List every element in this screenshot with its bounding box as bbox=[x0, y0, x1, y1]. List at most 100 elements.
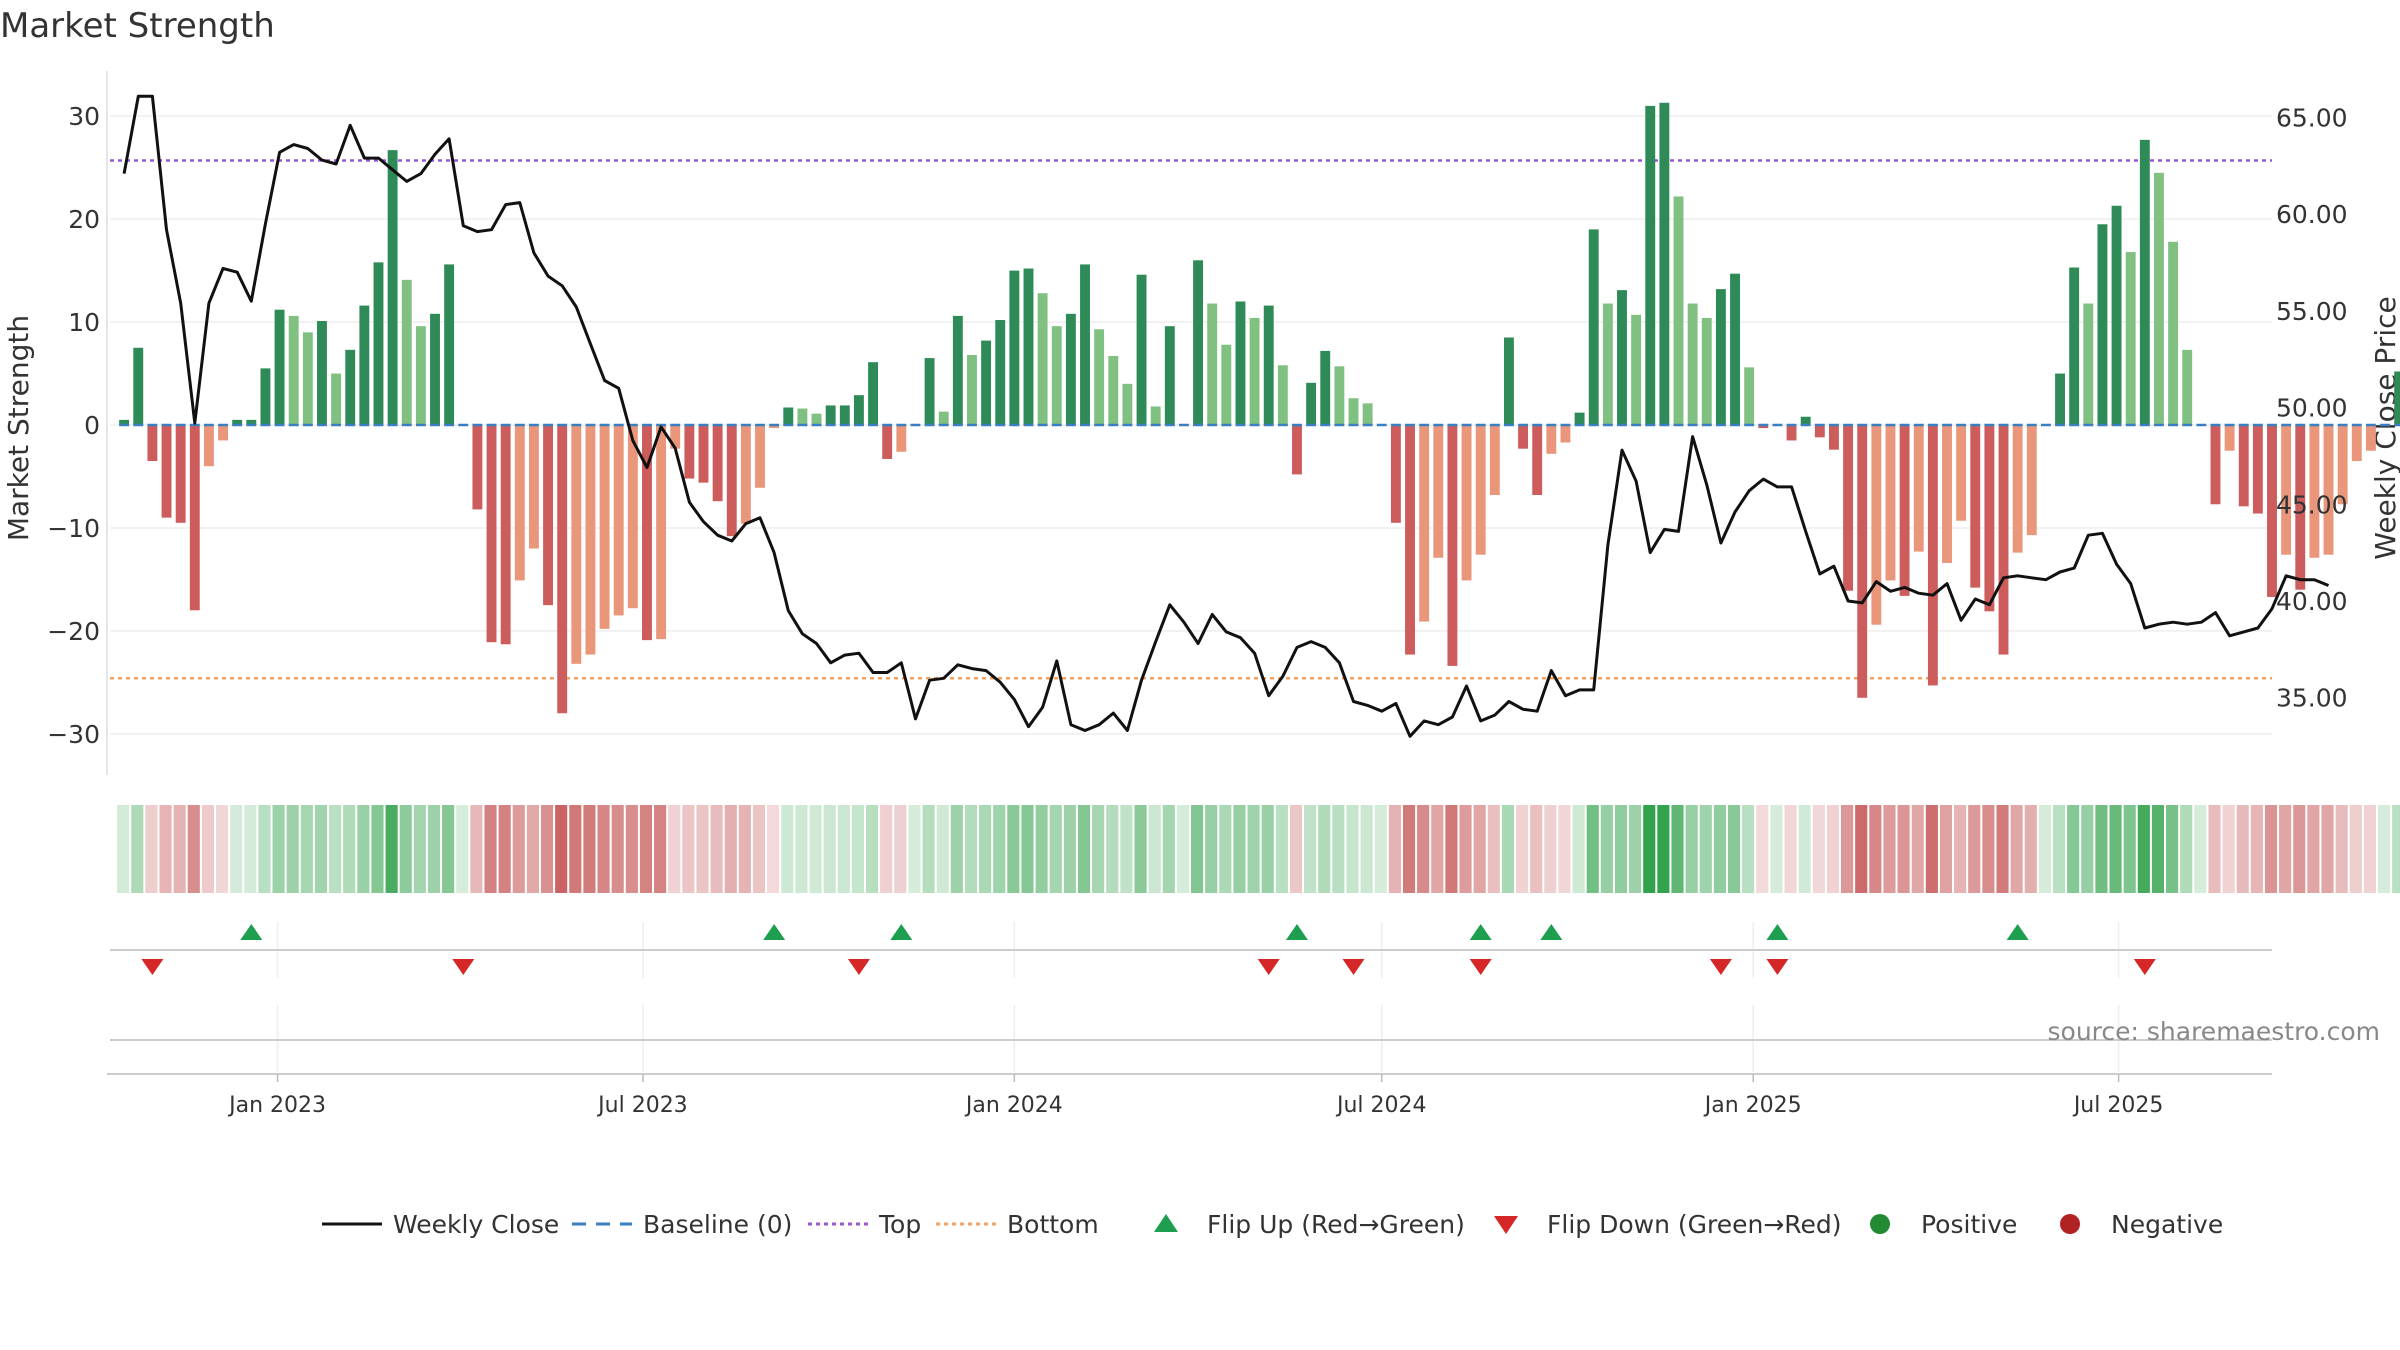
strength-bar bbox=[2055, 373, 2065, 425]
strip-cell bbox=[201, 805, 214, 893]
strength-bar bbox=[1080, 264, 1090, 425]
strip-cell bbox=[1982, 805, 1995, 893]
strip-cell bbox=[837, 805, 850, 893]
strip-cell bbox=[1812, 805, 1825, 893]
strength-bar bbox=[2210, 425, 2221, 505]
strength-bar bbox=[783, 407, 794, 425]
strength-bar bbox=[189, 425, 200, 611]
weekly-close-polyline bbox=[122, 94, 2330, 738]
strip-cell bbox=[1883, 805, 1896, 893]
strip-cell bbox=[823, 805, 836, 893]
strength-bar bbox=[1857, 425, 1868, 698]
strength-bar bbox=[331, 373, 342, 425]
strength-bar bbox=[1998, 425, 2009, 655]
strip-cell bbox=[752, 805, 766, 893]
strength-bar bbox=[1235, 301, 1246, 425]
strength-bar bbox=[797, 408, 808, 425]
strip-cell bbox=[2250, 805, 2263, 893]
strength-bar bbox=[1193, 260, 1204, 425]
strength-bar bbox=[500, 425, 511, 645]
strip-cell bbox=[1911, 805, 1924, 893]
strip-cell bbox=[964, 805, 978, 893]
left-axis-label: Market Strength bbox=[2, 315, 35, 541]
legend-swatch-circle bbox=[1870, 1214, 1890, 1234]
strip-cell bbox=[597, 805, 610, 893]
strip-cell bbox=[1360, 805, 1373, 893]
legend: Weekly Close Baseline (0) Top Bottom Flip Up… bbox=[322, 1210, 2223, 1239]
legend-swatch-circle bbox=[2060, 1214, 2080, 1234]
strength-bar bbox=[1447, 425, 1458, 666]
strength-bar bbox=[1051, 326, 1062, 425]
strength-bar bbox=[1730, 273, 1740, 425]
strength-bar bbox=[1122, 383, 1133, 425]
strength-bar bbox=[1673, 196, 1684, 425]
x-tick-label: Jul 2025 bbox=[2072, 1093, 2164, 1118]
strip-cell bbox=[1826, 805, 1840, 893]
strength-bar bbox=[260, 368, 271, 425]
strength-bar bbox=[1659, 102, 1670, 425]
strength-bar bbox=[1207, 303, 1218, 425]
legend-swatch-triangle-up bbox=[1154, 1214, 1178, 1232]
strip-cell bbox=[555, 805, 568, 893]
strength-bar bbox=[1362, 403, 1373, 425]
flip-down-marker bbox=[1709, 959, 1732, 975]
strip-cell bbox=[2081, 805, 2094, 893]
strip-cell bbox=[1996, 805, 2009, 893]
strength-bar bbox=[1065, 313, 1076, 425]
strip-cell bbox=[357, 805, 370, 893]
strength-heat-strip bbox=[117, 805, 2400, 893]
strength-bar bbox=[853, 395, 864, 425]
strength-bar bbox=[302, 332, 313, 425]
strip-cell bbox=[1374, 805, 1387, 893]
strip-cell bbox=[1275, 805, 1288, 893]
strength-bar bbox=[514, 425, 525, 581]
strip-cell bbox=[1332, 805, 1345, 893]
strength-bar bbox=[1687, 303, 1698, 425]
strength-bar bbox=[274, 309, 285, 425]
strength-bar bbox=[1094, 329, 1105, 425]
strip-cell bbox=[2208, 805, 2221, 893]
strength-bar bbox=[415, 326, 426, 425]
legend-label: Weekly Close bbox=[393, 1210, 559, 1239]
left-axis-ticks: 30 20 10 0 −10 −20 −30 bbox=[47, 102, 100, 749]
strip-cell bbox=[922, 805, 935, 893]
flip-up-marker bbox=[1766, 924, 1789, 940]
strip-cell bbox=[1586, 805, 1599, 893]
strength-bar bbox=[147, 425, 158, 462]
strip-cell bbox=[2067, 805, 2080, 893]
left-tick-label: −20 bbox=[47, 617, 100, 646]
strip-cell bbox=[427, 805, 441, 893]
strength-bar bbox=[1744, 367, 1755, 425]
right-tick-label: 35.00 bbox=[2276, 684, 2348, 713]
strip-cell bbox=[1176, 805, 1189, 893]
strength-bar bbox=[1588, 229, 1599, 425]
strength-bar bbox=[1899, 425, 1910, 596]
strength-bar bbox=[1956, 425, 1967, 521]
strength-bar bbox=[288, 315, 299, 425]
strip-cell bbox=[2392, 805, 2400, 893]
strength-bar bbox=[2111, 205, 2122, 425]
strip-cell bbox=[1459, 805, 1472, 893]
flip-up-marker bbox=[1469, 924, 1492, 940]
strength-bar bbox=[698, 425, 709, 483]
strength-bar bbox=[2238, 425, 2249, 507]
strength-bar bbox=[1348, 398, 1359, 425]
strip-cell bbox=[2363, 805, 2376, 893]
strip-cell bbox=[1431, 805, 1444, 893]
strip-cell bbox=[1657, 805, 1670, 893]
right-tick-label: 55.00 bbox=[2276, 297, 2348, 326]
strip-cell bbox=[1671, 805, 1684, 893]
strip-cell bbox=[2123, 805, 2136, 893]
strip-cell bbox=[300, 805, 313, 893]
flip-down-marker bbox=[1766, 959, 1789, 975]
chart-title: Market Strength bbox=[0, 6, 275, 46]
strip-cell bbox=[654, 805, 667, 893]
strength-bar bbox=[839, 405, 850, 425]
strip-cell bbox=[1304, 805, 1317, 893]
strength-bar bbox=[1136, 274, 1147, 425]
strength-bar bbox=[2097, 224, 2108, 425]
strength-bar bbox=[528, 425, 539, 549]
strip-cell bbox=[611, 805, 624, 893]
strip-cell bbox=[1939, 805, 1953, 893]
strength-bar bbox=[2365, 425, 2376, 451]
